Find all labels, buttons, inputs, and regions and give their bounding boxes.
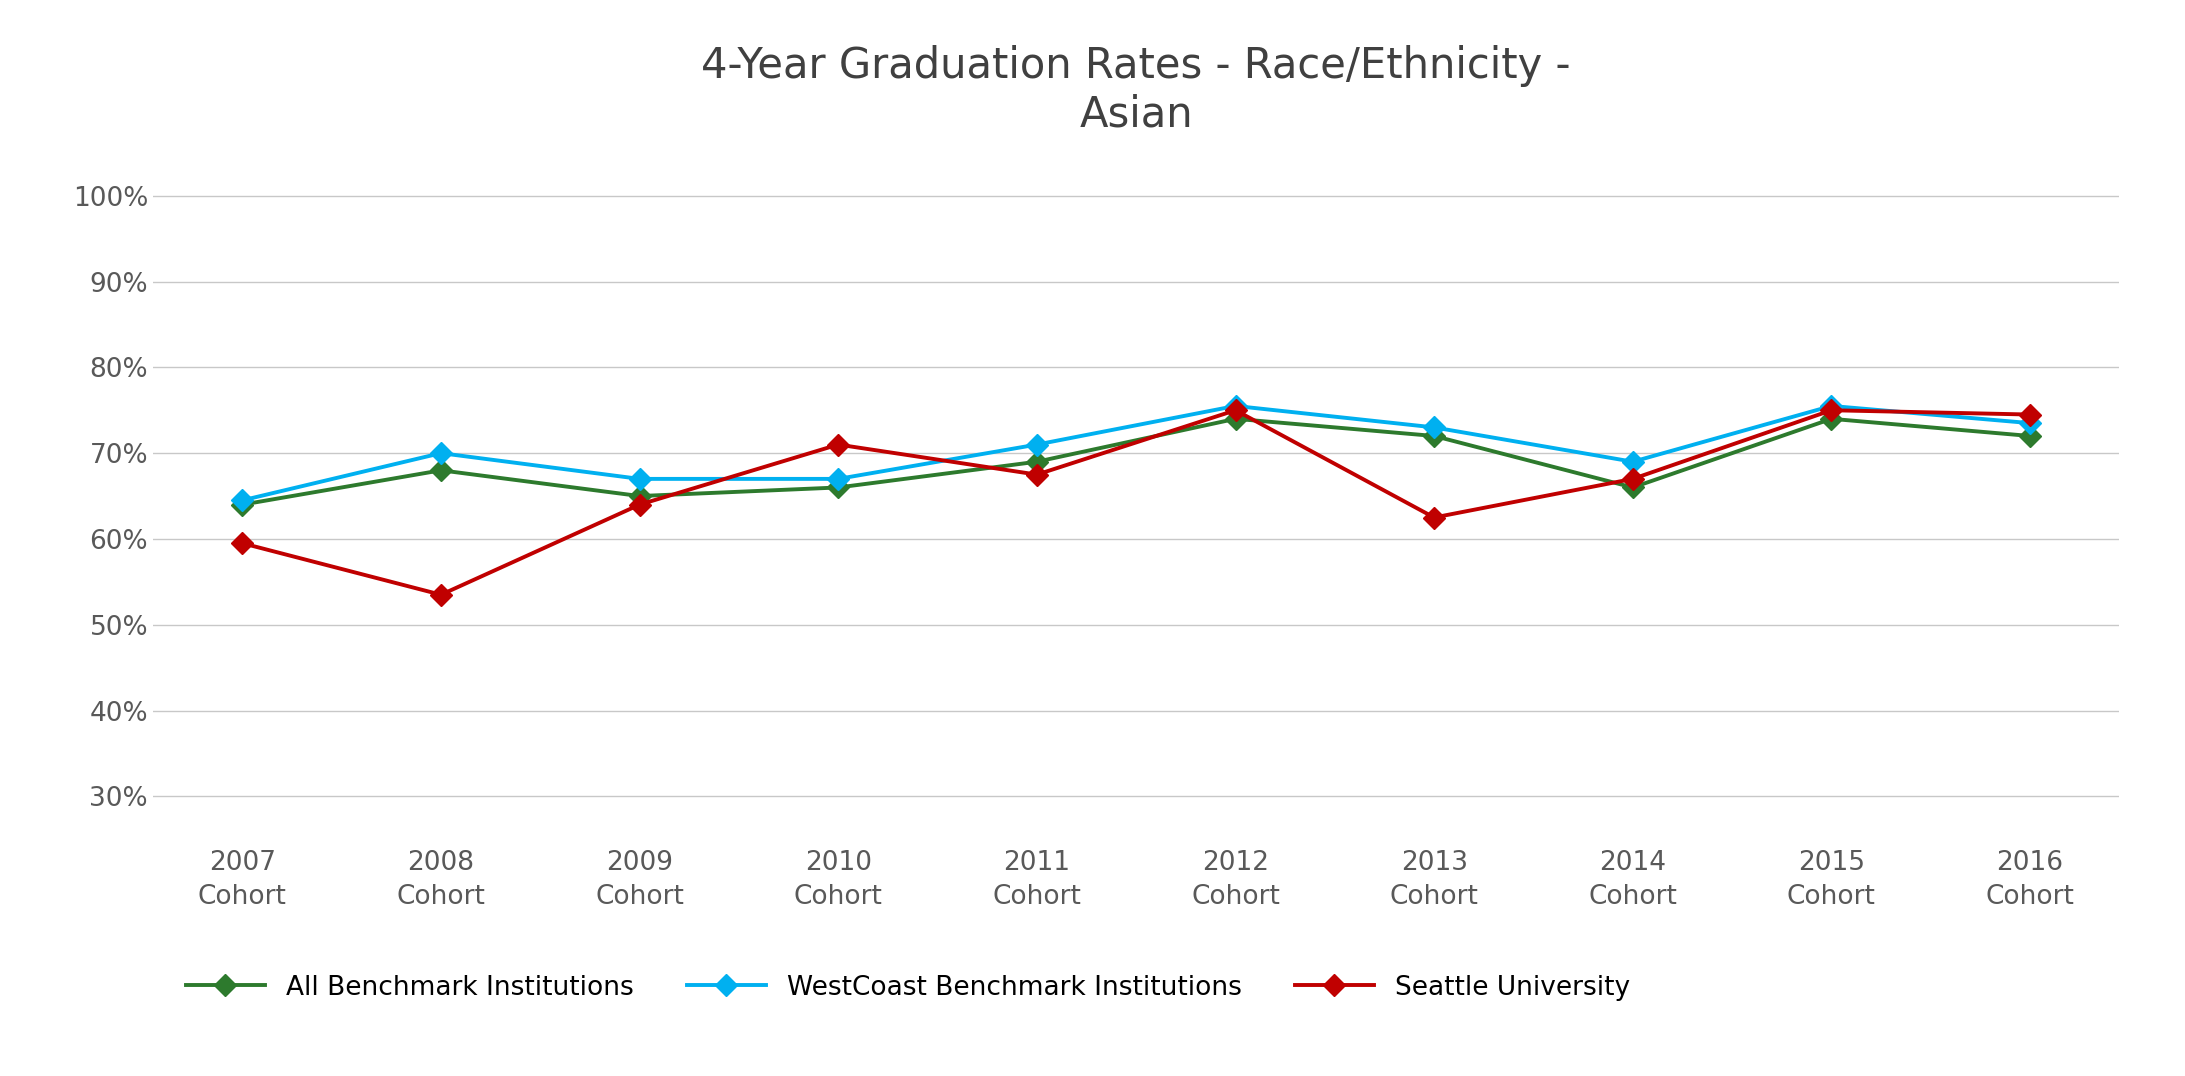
Seattle University [1619, 472, 1645, 485]
All Benchmark Institutions [229, 498, 256, 511]
Seattle University [1221, 404, 1248, 416]
WestCoast Benchmark Institutions [1025, 438, 1051, 451]
Legend: All Benchmark Institutions, WestCoast Benchmark Institutions, Seattle University: All Benchmark Institutions, WestCoast Be… [186, 975, 1630, 1002]
All Benchmark Institutions [1818, 412, 1844, 425]
Line: All Benchmark Institutions: All Benchmark Institutions [234, 411, 2039, 512]
Seattle University [1420, 511, 1446, 524]
WestCoast Benchmark Institutions [428, 447, 454, 459]
Line: WestCoast Benchmark Institutions: WestCoast Benchmark Institutions [234, 398, 2039, 508]
All Benchmark Institutions [1420, 429, 1446, 442]
All Benchmark Institutions [1221, 412, 1248, 425]
Seattle University [627, 498, 653, 511]
WestCoast Benchmark Institutions [1420, 421, 1446, 434]
WestCoast Benchmark Institutions [627, 472, 653, 485]
Seattle University [229, 537, 256, 550]
Title: 4-Year Graduation Rates - Race/Ethnicity -
Asian: 4-Year Graduation Rates - Race/Ethnicity… [701, 45, 1571, 136]
Seattle University [826, 438, 852, 451]
WestCoast Benchmark Institutions [1818, 399, 1844, 412]
Seattle University [1818, 404, 1844, 416]
WestCoast Benchmark Institutions [1619, 455, 1645, 468]
All Benchmark Institutions [1025, 455, 1051, 468]
Line: Seattle University: Seattle University [234, 402, 2039, 603]
Seattle University [428, 589, 454, 601]
All Benchmark Institutions [428, 464, 454, 477]
All Benchmark Institutions [1619, 481, 1645, 494]
WestCoast Benchmark Institutions [2017, 416, 2043, 429]
All Benchmark Institutions [2017, 429, 2043, 442]
All Benchmark Institutions [627, 490, 653, 502]
WestCoast Benchmark Institutions [229, 494, 256, 507]
Seattle University [1025, 468, 1051, 481]
WestCoast Benchmark Institutions [826, 472, 852, 485]
WestCoast Benchmark Institutions [1221, 399, 1248, 412]
All Benchmark Institutions [826, 481, 852, 494]
Seattle University [2017, 408, 2043, 421]
